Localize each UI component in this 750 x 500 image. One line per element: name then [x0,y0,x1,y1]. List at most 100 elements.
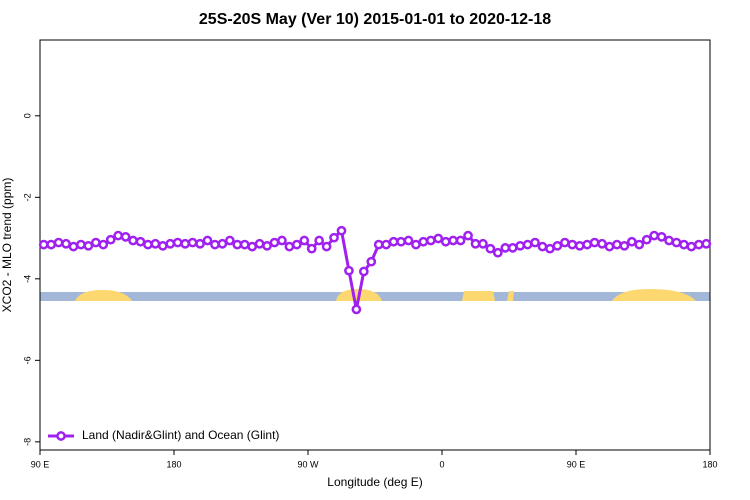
point [224,235,235,246]
legend-marker [56,431,66,441]
point [686,241,697,252]
point [396,236,406,247]
point [455,235,466,246]
point [515,240,526,251]
point [157,240,168,251]
point [411,239,421,250]
chart-title: 25S-20S May (Ver 10) 2015-01-01 to 2020-… [199,11,551,28]
point [120,231,131,242]
point [507,243,518,253]
point [46,239,57,250]
point [105,234,116,245]
point [478,238,488,249]
land-ocean-mask [40,289,710,301]
point [448,235,459,246]
point [671,237,682,248]
point [113,230,124,241]
point [574,240,585,251]
point [128,235,138,246]
point [485,243,496,254]
point [247,241,258,252]
point [291,239,302,250]
point [664,235,674,246]
point [388,236,399,247]
point [693,239,704,250]
point [254,238,265,249]
x-tick-label: 90 E [31,459,50,469]
point [344,265,354,276]
land [462,291,495,301]
point [195,238,205,249]
y-tick-label: -8 [22,438,32,446]
point [336,225,347,236]
point [440,236,451,247]
point [277,235,287,246]
point [634,239,645,250]
point [61,238,71,249]
point [187,237,198,248]
point [433,233,444,244]
point [217,238,228,249]
point [83,240,94,251]
point [470,238,481,249]
point [314,235,325,246]
point [530,237,540,248]
point [180,238,191,249]
point [358,266,369,277]
point [299,235,310,246]
point [500,243,511,253]
point [329,232,339,243]
point [559,237,570,248]
point [545,243,555,254]
point [135,236,146,247]
point [321,241,332,252]
point [589,237,600,248]
point [626,236,637,247]
y-tick-label: -2 [22,193,32,201]
point [619,240,630,251]
point [641,234,652,245]
point [172,237,183,248]
x-tick-label: 90 E [567,459,586,469]
point [552,240,563,251]
point [306,243,317,254]
point [232,239,243,250]
point [239,239,250,250]
point [649,230,660,241]
point [90,237,101,248]
point [373,239,384,250]
point [612,239,622,250]
y-tick-label: 0 [22,113,32,118]
point [269,237,280,248]
point [262,240,272,251]
point [463,230,473,241]
point [522,239,533,250]
point [604,241,615,252]
point [425,235,436,246]
point [68,241,79,252]
point [582,239,593,250]
point [418,236,429,247]
point [150,238,161,249]
x-tick-label: 0 [439,459,444,469]
point [143,239,153,250]
point [403,235,414,246]
point [98,239,109,250]
x-tick-label: 180 [166,459,181,469]
x-tick-label: 90 W [297,459,319,469]
point [284,241,295,252]
point [202,235,213,246]
point [53,237,64,248]
legend-label: Land (Nadir&Glint) and Ocean (Glint) [82,428,279,442]
y-tick-label: -4 [22,275,32,283]
point [567,239,578,250]
point [76,239,86,250]
point [165,238,176,249]
point [701,238,712,249]
point [679,239,689,250]
point [210,239,220,250]
point [656,231,667,242]
x-tick-label: 180 [702,459,717,469]
land [612,289,696,301]
